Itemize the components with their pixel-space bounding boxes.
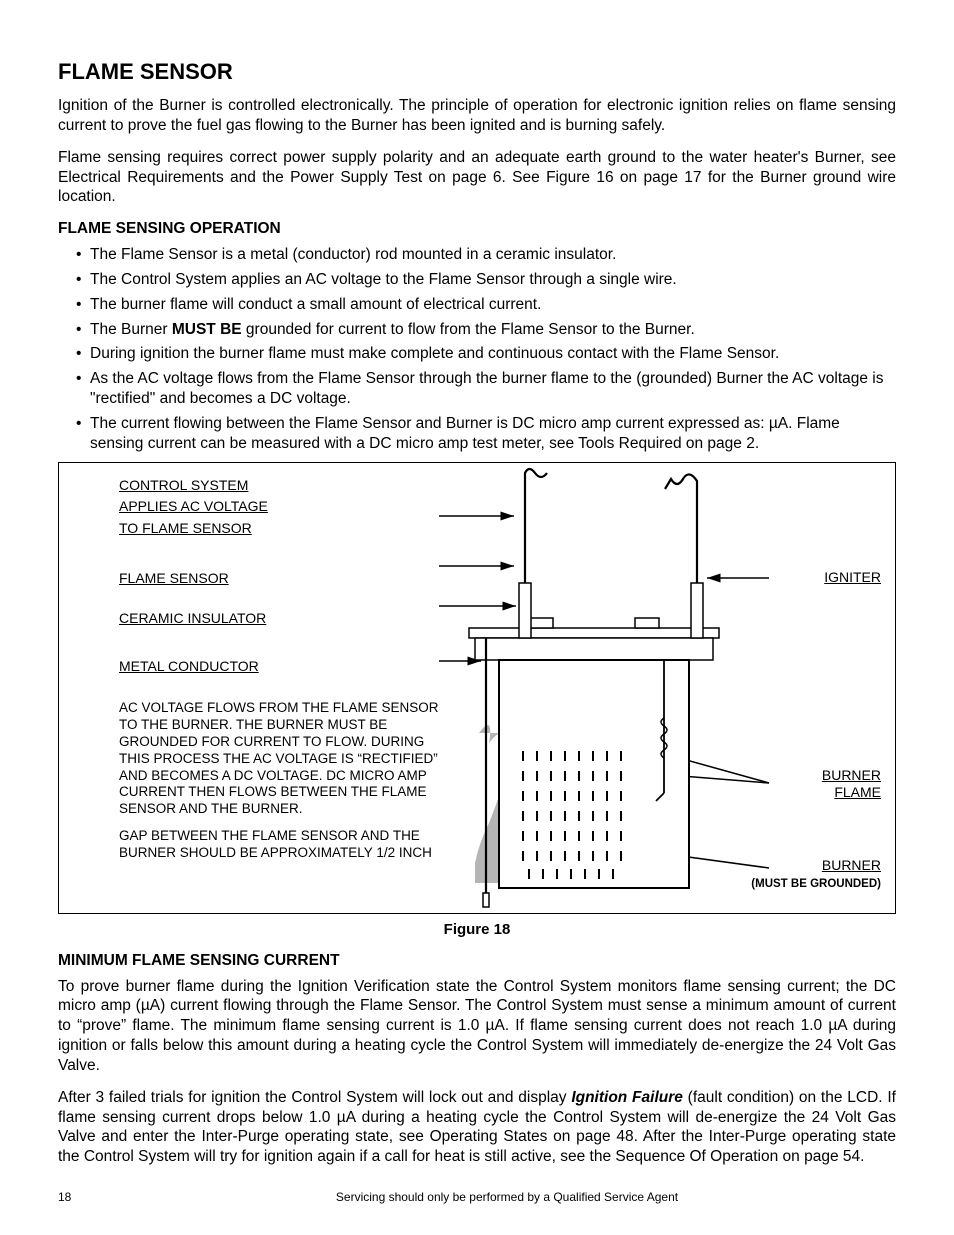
subhead-min-current: MINIMUM FLAME SENSING CURRENT [58, 951, 896, 971]
list-item: The current flowing between the Flame Se… [76, 414, 896, 454]
label-igniter-wrap: IGNITER [824, 569, 881, 587]
subhead-operation: FLAME SENSING OPERATION [58, 219, 896, 239]
list-item: As the AC voltage flows from the Flame S… [76, 369, 896, 409]
label-burner-flame-wrap: BURNER FLAME [822, 767, 881, 803]
bullet-text: grounded for current to flow from the Fl… [242, 321, 695, 338]
bullet-bold: MUST BE [172, 321, 242, 338]
label-control-system: APPLIES AC VOLTAGE [119, 498, 268, 516]
label-control-system: TO FLAME SENSOR [119, 520, 252, 538]
figure-18-box: CONTROL SYSTEM APPLIES AC VOLTAGE TO FLA… [58, 462, 896, 914]
min-current-para-1: To prove burner flame during the Ignitio… [58, 977, 896, 1076]
label-metal-conductor: METAL CONDUCTOR [119, 658, 259, 676]
para-text: After 3 failed trials for ignition the C… [58, 1089, 571, 1106]
label-igniter: IGNITER [824, 569, 881, 585]
label-flame-sensor: FLAME SENSOR [119, 570, 229, 588]
label-burner-flame: FLAME [834, 784, 881, 800]
figure-caption: Figure 18 [58, 920, 896, 939]
burner-diagram [439, 463, 779, 913]
bullet-text: The Burner [90, 321, 172, 338]
label-burner: BURNER [822, 857, 881, 873]
list-item: The Burner MUST BE grounded for current … [76, 320, 896, 340]
min-current-para-2: After 3 failed trials for ignition the C… [58, 1088, 896, 1167]
label-burner-flame: BURNER [822, 767, 881, 783]
label-ceramic-insulator: CERAMIC INSULATOR [119, 610, 266, 628]
page-title: FLAME SENSOR [58, 58, 896, 86]
figure-left-labels: CONTROL SYSTEM APPLIES AC VOLTAGE TO FLA… [119, 477, 449, 862]
operation-bullet-list: The Flame Sensor is a metal (conductor) … [58, 245, 896, 453]
intro-para-1: Ignition of the Burner is controlled ele… [58, 96, 896, 136]
page-number: 18 [58, 1190, 118, 1205]
list-item: The Flame Sensor is a metal (conductor) … [76, 245, 896, 265]
para-bold-italic: Ignition Failure [571, 1089, 683, 1106]
intro-para-2: Flame sensing requires correct power sup… [58, 148, 896, 207]
page-footer: 18 Servicing should only be performed by… [58, 1190, 896, 1205]
label-control-system: CONTROL SYSTEM [119, 477, 248, 495]
list-item: The Control System applies an AC voltage… [76, 270, 896, 290]
list-item: The burner flame will conduct a small am… [76, 295, 896, 315]
list-item: During ignition the burner flame must ma… [76, 344, 896, 364]
footer-note: Servicing should only be performed by a … [118, 1190, 896, 1205]
label-gap: GAP BETWEEN THE FLAME SENSOR AND THE BUR… [119, 828, 449, 862]
label-ac-voltage-desc: AC VOLTAGE FLOWS FROM THE FLAME SENSOR T… [119, 700, 449, 818]
